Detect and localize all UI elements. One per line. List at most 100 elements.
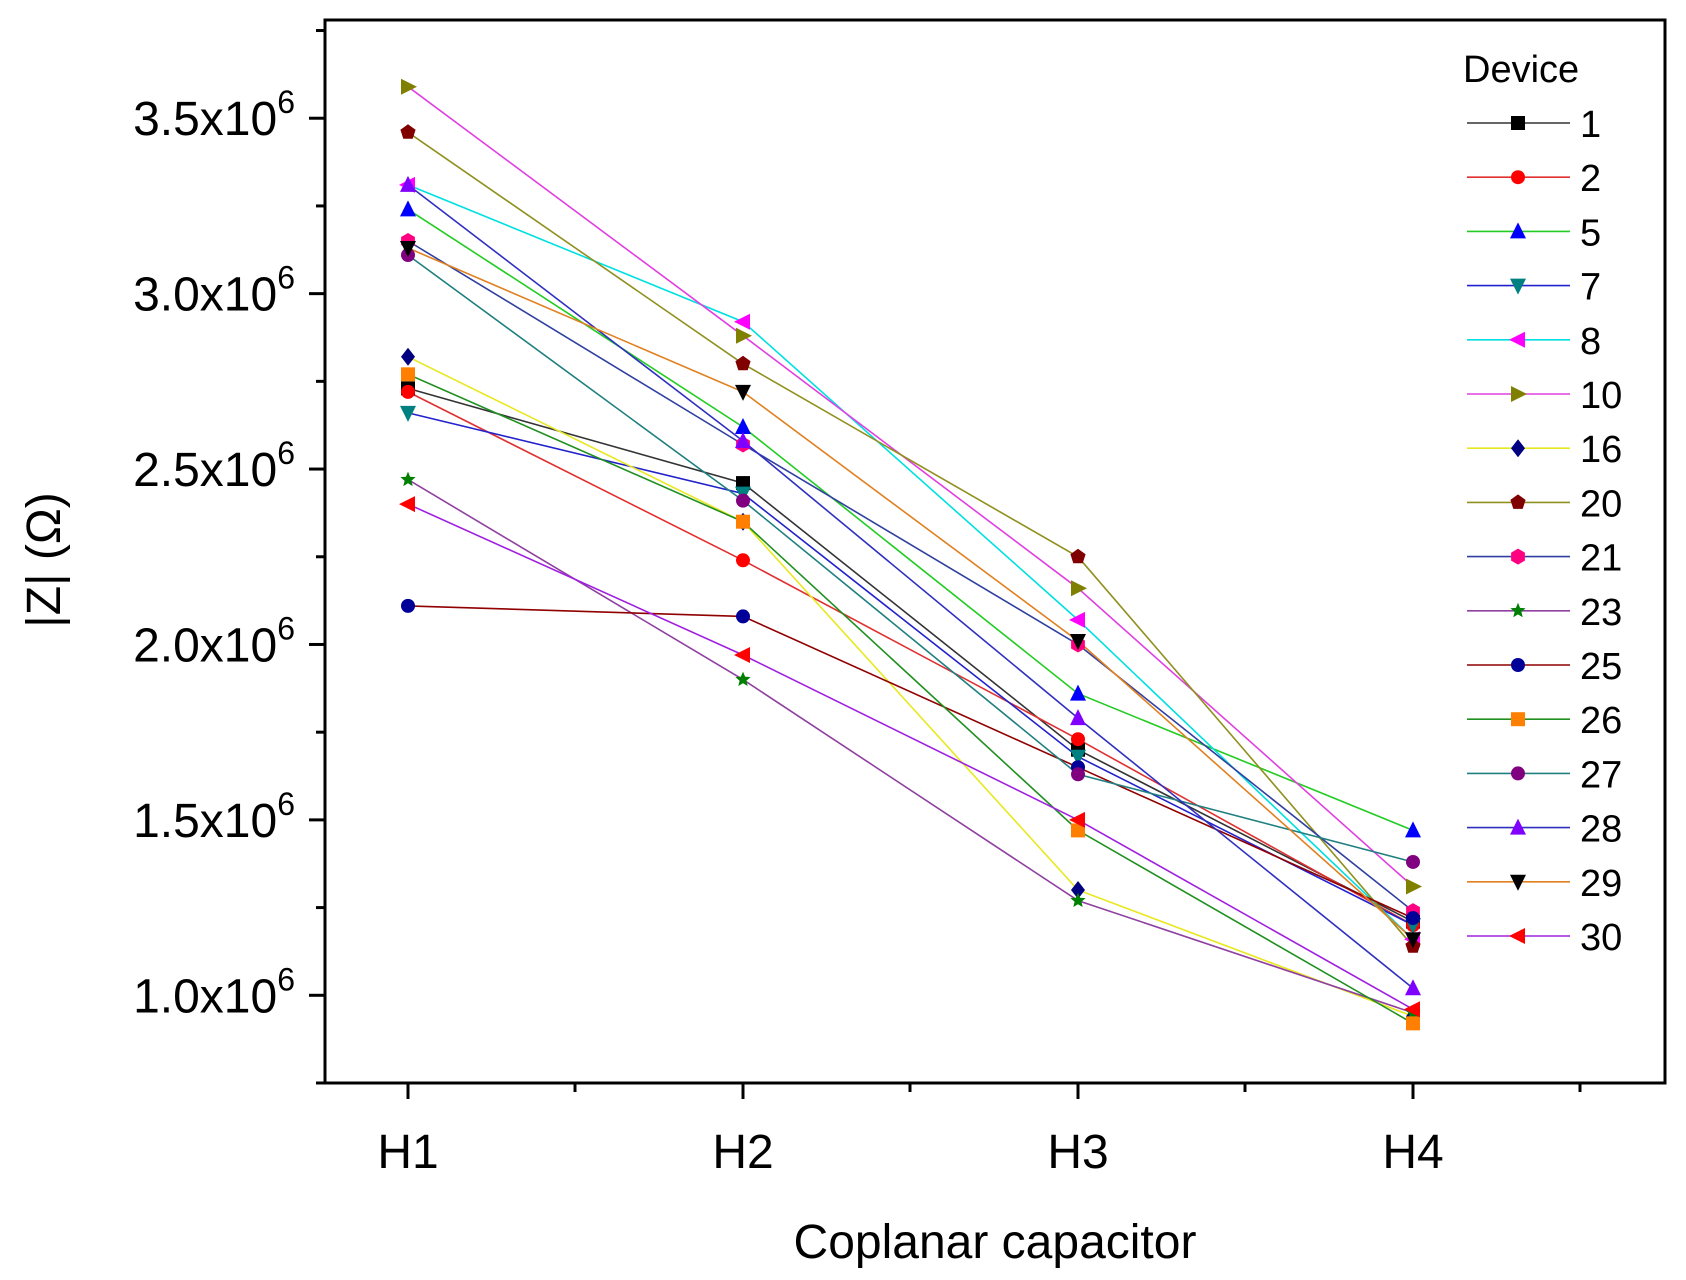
series-line-25 (407, 605, 1414, 919)
point-8-H2 (734, 313, 750, 330)
point-10-H4 (1406, 878, 1422, 895)
series-line-29 (407, 247, 1414, 940)
point-26-H4 (1406, 1016, 1420, 1031)
legend-title: Device (1463, 49, 1579, 91)
series-line-2 (407, 391, 1414, 926)
point-10-H3 (1071, 580, 1087, 597)
series-line-28 (407, 184, 1414, 989)
point-26-H1 (401, 367, 415, 382)
x-axis: H1 H2 H3 H4 (377, 1083, 1582, 1179)
point-10-H1 (401, 78, 417, 95)
legend-label-27: 27 (1580, 754, 1622, 796)
point-5-H2 (735, 418, 751, 434)
point-20-H3 (1070, 548, 1086, 564)
legend-label-28: 28 (1580, 809, 1622, 851)
plot-frame (323, 18, 1667, 1085)
point-25-H2 (736, 609, 750, 624)
legend-marker-10 (1511, 386, 1527, 402)
point-7-H1 (400, 405, 416, 422)
point-5-H1 (400, 200, 416, 217)
point-28-H2 (735, 432, 751, 448)
legend-label-10: 10 (1580, 375, 1622, 417)
legend-label-1: 1 (1580, 104, 1601, 146)
x-tick-label: H4 (1382, 1126, 1443, 1179)
legend-label-21: 21 (1580, 538, 1622, 580)
point-29-H1 (400, 241, 416, 257)
point-7-H3 (1070, 749, 1086, 766)
legend-label-8: 8 (1580, 321, 1601, 363)
series-lines (407, 86, 1414, 1025)
legend-label-29: 29 (1580, 863, 1622, 905)
y-tick-label: 3.0x106 (133, 260, 295, 322)
x-tick-label: H1 (377, 1126, 438, 1179)
legend-marker-20 (1510, 494, 1526, 509)
legend-marker-16 (1511, 439, 1525, 458)
point-27-H4 (1406, 854, 1420, 869)
legend-label-2: 2 (1580, 158, 1601, 200)
point-2-H3 (1071, 732, 1085, 747)
point-26-H3 (1071, 823, 1085, 838)
y-tick-label: 2.5x106 (133, 435, 295, 497)
point-5-H4 (1405, 821, 1421, 838)
series-line-30 (407, 503, 1414, 1010)
point-28-H1 (400, 175, 416, 192)
point-30-H3 (1069, 811, 1085, 828)
point-5-H3 (1070, 684, 1086, 701)
legend-label-25: 25 (1580, 646, 1622, 688)
point-26-H2 (736, 514, 750, 529)
series-line-7 (407, 412, 1414, 926)
point-29-H3 (1070, 634, 1086, 650)
series-line-16 (407, 356, 1414, 1018)
legend-marker-21 (1511, 548, 1525, 565)
point-8-H3 (1069, 611, 1085, 628)
point-23-H1 (400, 471, 416, 487)
point-16-H1 (401, 347, 415, 366)
legend-label-23: 23 (1580, 592, 1622, 634)
point-20-H2 (735, 355, 751, 371)
legend-marker-26 (1511, 712, 1525, 727)
legend-label-26: 26 (1580, 700, 1622, 742)
legend-marker-8 (1509, 331, 1525, 348)
y-tick-label: 1.5x106 (133, 786, 295, 848)
legend-marker-25 (1511, 658, 1525, 672)
series-line-21 (407, 240, 1414, 912)
point-28-H4 (1405, 979, 1421, 996)
point-2-H2 (736, 553, 750, 568)
point-10-H2 (736, 327, 752, 344)
y-tick-label: 3.5x106 (133, 84, 295, 146)
series-line-27 (407, 254, 1414, 863)
point-25-H4 (1406, 911, 1420, 926)
point-28-H3 (1070, 709, 1086, 726)
legend-label-5: 5 (1580, 212, 1601, 254)
y-tick-label: 1.0x106 (133, 961, 295, 1023)
legend-marker-1 (1511, 116, 1525, 130)
point-30-H4 (1404, 1001, 1420, 1018)
point-23-H2 (735, 671, 751, 686)
legend-marker-5 (1510, 222, 1526, 239)
point-25-H1 (401, 598, 415, 613)
point-16-H3 (1071, 881, 1085, 899)
x-tick-label: H2 (712, 1126, 773, 1179)
series-line-8 (407, 184, 1414, 940)
legend-marker-28 (1510, 818, 1526, 835)
legend-label-30: 30 (1580, 917, 1622, 959)
point-1-H2 (736, 476, 750, 491)
series-line-26 (407, 373, 1414, 1025)
x-tick-label: H3 (1047, 1126, 1108, 1179)
y-axis-title: |Z| (Ω) (18, 492, 71, 627)
legend-label-20: 20 (1580, 483, 1622, 525)
point-29-H4 (1405, 932, 1421, 949)
point-20-H1 (400, 124, 416, 139)
legend-label-7: 7 (1580, 267, 1601, 309)
legend-marker-30 (1509, 928, 1525, 944)
y-tick-label: 2.0x106 (133, 610, 295, 672)
series-line-1 (407, 387, 1414, 923)
point-27-H3 (1071, 767, 1085, 782)
point-2-H1 (401, 384, 415, 399)
legend-marker-7 (1510, 278, 1526, 295)
series-line-10 (407, 86, 1414, 888)
series-line-5 (407, 208, 1414, 832)
x-axis-title: Coplanar capacitor (794, 1216, 1197, 1269)
point-30-H2 (734, 647, 750, 663)
